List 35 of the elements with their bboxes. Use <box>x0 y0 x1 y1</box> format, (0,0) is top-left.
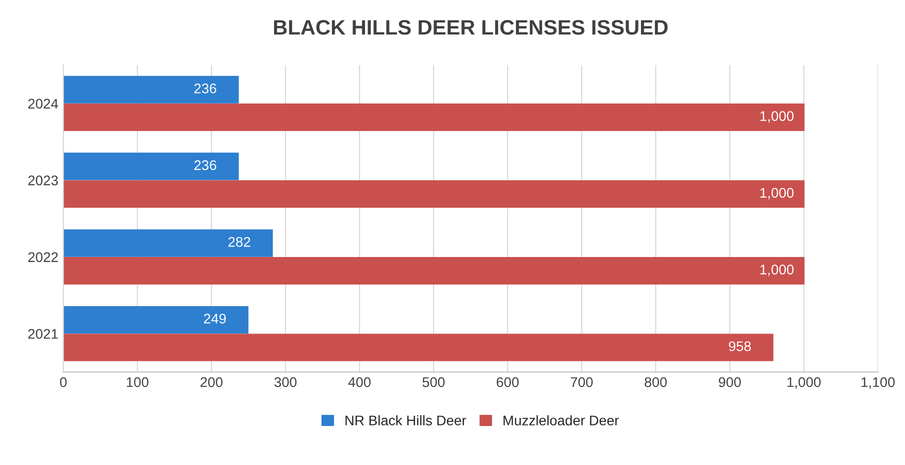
y-tick-label: 2024 <box>28 98 58 109</box>
data-label: 236 <box>194 84 216 94</box>
legend-label: NR Black Hills Deer <box>346 415 466 426</box>
y-tick-label: 2022 <box>28 252 58 262</box>
x-tick-label: 0 <box>60 377 67 388</box>
x-tick-label: 900 <box>718 377 741 388</box>
bar <box>63 180 804 208</box>
x-tick-label: 500 <box>422 377 445 388</box>
bar <box>63 104 804 132</box>
x-tick-label: 700 <box>570 377 593 388</box>
data-label: 1,000 <box>760 264 794 276</box>
x-tick-label: 300 <box>274 377 297 388</box>
x-tick-label: 600 <box>496 377 519 388</box>
bar <box>63 256 804 284</box>
bar <box>63 152 239 180</box>
data-label: 282 <box>228 236 250 247</box>
data-label: 236 <box>194 160 216 170</box>
data-label: 958 <box>728 341 751 352</box>
x-tick-label: 800 <box>644 377 667 388</box>
x-tick-label: 200 <box>200 377 222 388</box>
bar <box>63 229 273 257</box>
chart-title: BLACK HILLS DEER LICENSES ISSUED <box>274 20 668 35</box>
data-label: 249 <box>204 314 226 324</box>
x-tick-label: 100 <box>126 377 148 388</box>
bar <box>63 306 248 334</box>
y-tick-label: 2023 <box>28 176 58 186</box>
x-tick-label: 1,000 <box>787 377 821 389</box>
x-tick-label: 1,100 <box>862 377 895 389</box>
legend-label: Muzzleloader Deer <box>504 415 619 426</box>
y-tick-label: 2021 <box>28 328 58 339</box>
data-label: 1,000 <box>760 188 794 200</box>
bar <box>63 76 239 104</box>
bar <box>63 334 774 362</box>
data-label: 1,000 <box>760 111 794 123</box>
x-tick-label: 400 <box>348 377 371 388</box>
